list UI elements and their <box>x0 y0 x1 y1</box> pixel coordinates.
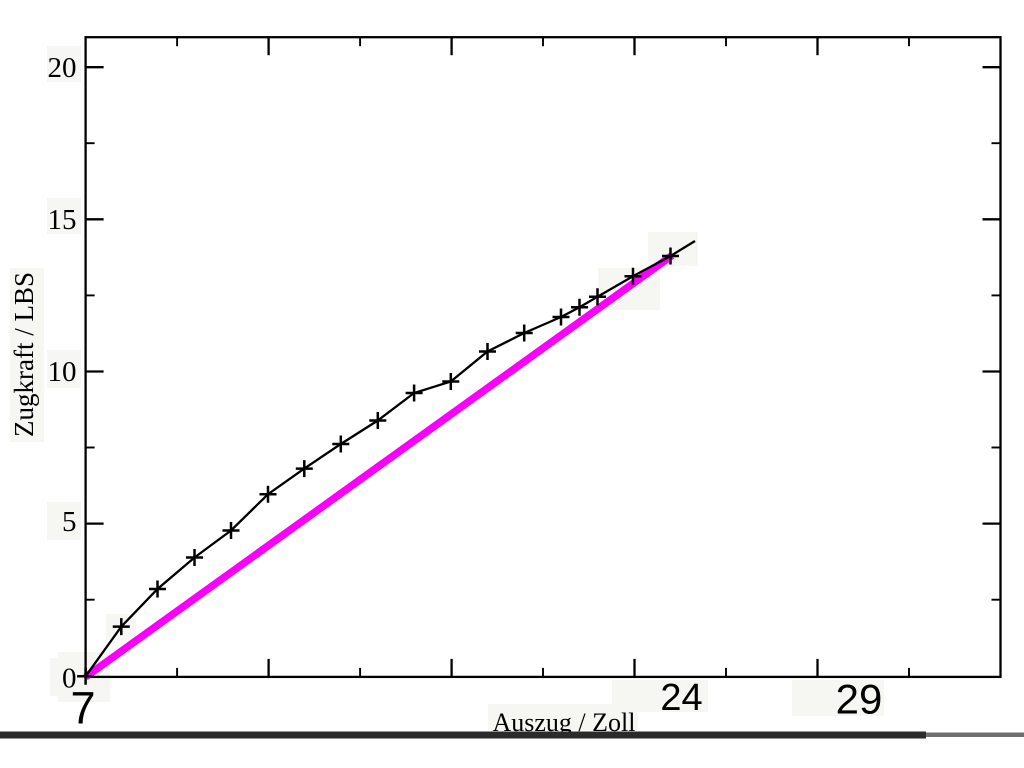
svg-text:24: 24 <box>660 677 702 719</box>
svg-text:29: 29 <box>836 676 883 723</box>
svg-text:Zugkraft / LBS: Zugkraft / LBS <box>9 272 39 437</box>
svg-text:5: 5 <box>62 506 77 538</box>
svg-text:15: 15 <box>48 204 77 236</box>
svg-text:7: 7 <box>70 683 95 734</box>
svg-text:10: 10 <box>48 356 77 388</box>
svg-text:20: 20 <box>48 52 77 84</box>
svg-text:0: 0 <box>62 663 77 695</box>
